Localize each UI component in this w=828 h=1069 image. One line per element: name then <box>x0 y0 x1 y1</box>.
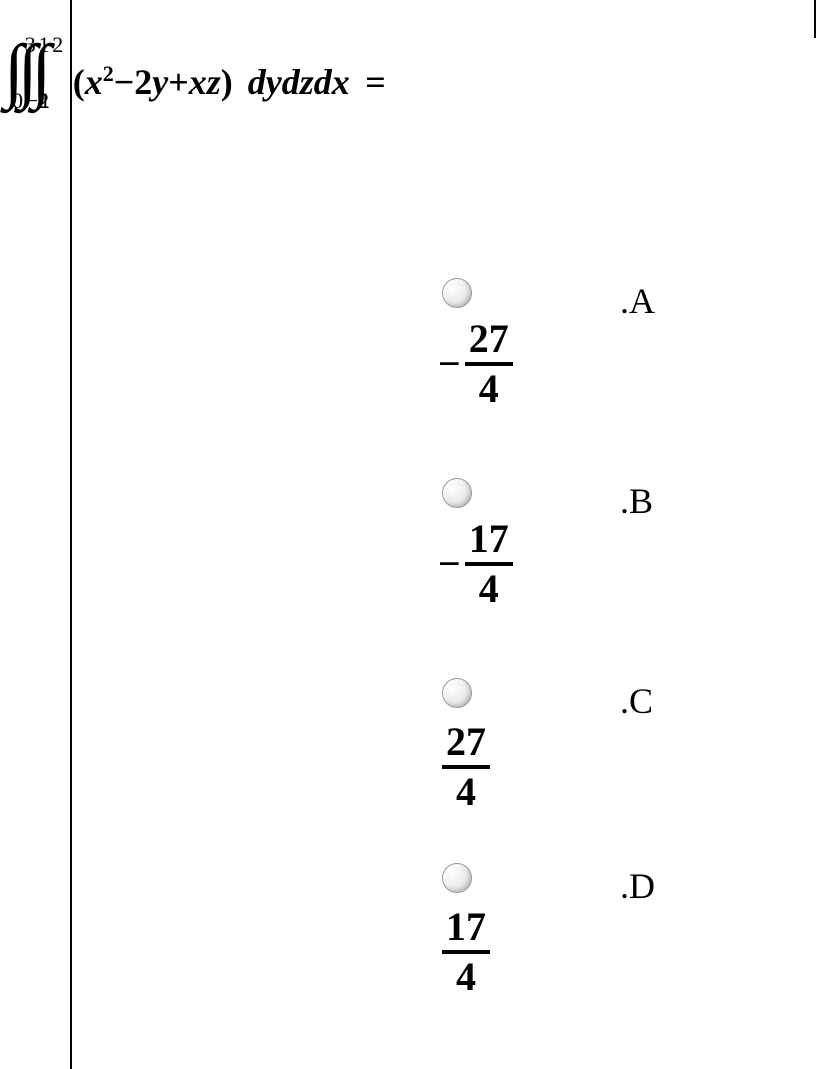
integrand-plus: + <box>168 62 189 102</box>
right-mark <box>814 0 816 38</box>
option-a-label: .A <box>620 280 655 322</box>
option-a-den: 4 <box>475 368 503 410</box>
fraction-b-stack: 17 4 <box>465 518 513 610</box>
option-c-value: 27 4 <box>442 718 490 813</box>
fraction-a-stack: 27 4 <box>465 318 513 410</box>
option-b-neg: − <box>438 544 461 584</box>
radio-c[interactable] <box>442 678 472 708</box>
fraction-a: − 27 4 <box>438 318 513 410</box>
paren-close: ) <box>221 62 233 102</box>
integrand-y: y <box>152 62 168 102</box>
option-d-num: 17 <box>442 906 490 948</box>
option-c: 27 4 .C <box>0 660 828 845</box>
integral-group: ∫ 3 0 ∫ 1 −2 ∫ 2 1 <box>4 40 45 104</box>
integral-3-lower: 1 <box>39 88 50 114</box>
integrand-rest-op: −2 <box>114 62 153 102</box>
radio-b[interactable] <box>442 478 472 508</box>
option-a-neg: − <box>438 344 461 384</box>
option-d-value: 17 4 <box>442 903 490 998</box>
paren-open: ( <box>73 62 85 102</box>
fraction-c-stack: 27 4 <box>442 721 490 813</box>
fraction-d: 17 4 <box>442 906 490 998</box>
option-c-label: .C <box>620 680 653 722</box>
option-d-den: 4 <box>452 956 480 998</box>
option-a: − 27 4 .A <box>0 260 828 460</box>
equals: = <box>365 62 386 102</box>
radio-a[interactable] <box>442 278 472 308</box>
option-c-num: 27 <box>442 721 490 763</box>
option-a-num: 27 <box>465 318 513 360</box>
integral-3: ∫ 2 1 <box>31 40 51 104</box>
option-c-den: 4 <box>452 771 480 813</box>
fraction-b: − 17 4 <box>438 518 513 610</box>
differentials: dydzdx <box>248 62 350 102</box>
option-a-value: − 27 4 <box>438 318 513 410</box>
integrand-xz: xz <box>189 62 221 102</box>
option-b-value: − 17 4 <box>438 518 513 610</box>
integrand-x-sup: 2 <box>103 61 114 86</box>
option-b-den: 4 <box>475 568 503 610</box>
option-d: 17 4 .D <box>0 845 828 1030</box>
radio-d[interactable] <box>442 863 472 893</box>
integrand-x: x <box>85 62 103 102</box>
option-b-label: .B <box>620 480 653 522</box>
fraction-d-stack: 17 4 <box>442 906 490 998</box>
option-b: − 17 4 .B <box>0 460 828 660</box>
option-d-label: .D <box>620 865 655 907</box>
options-list: − 27 4 .A − 17 4 .B <box>0 260 828 1030</box>
integrand: (x2−2y+xz) <box>73 62 242 102</box>
fraction-c: 27 4 <box>442 721 490 813</box>
integral-3-upper: 2 <box>52 32 63 58</box>
option-b-num: 17 <box>465 518 513 560</box>
question-expression: ∫ 3 0 ∫ 1 −2 ∫ 2 1 (x2−2y+xz) dydzdx = <box>4 40 386 104</box>
